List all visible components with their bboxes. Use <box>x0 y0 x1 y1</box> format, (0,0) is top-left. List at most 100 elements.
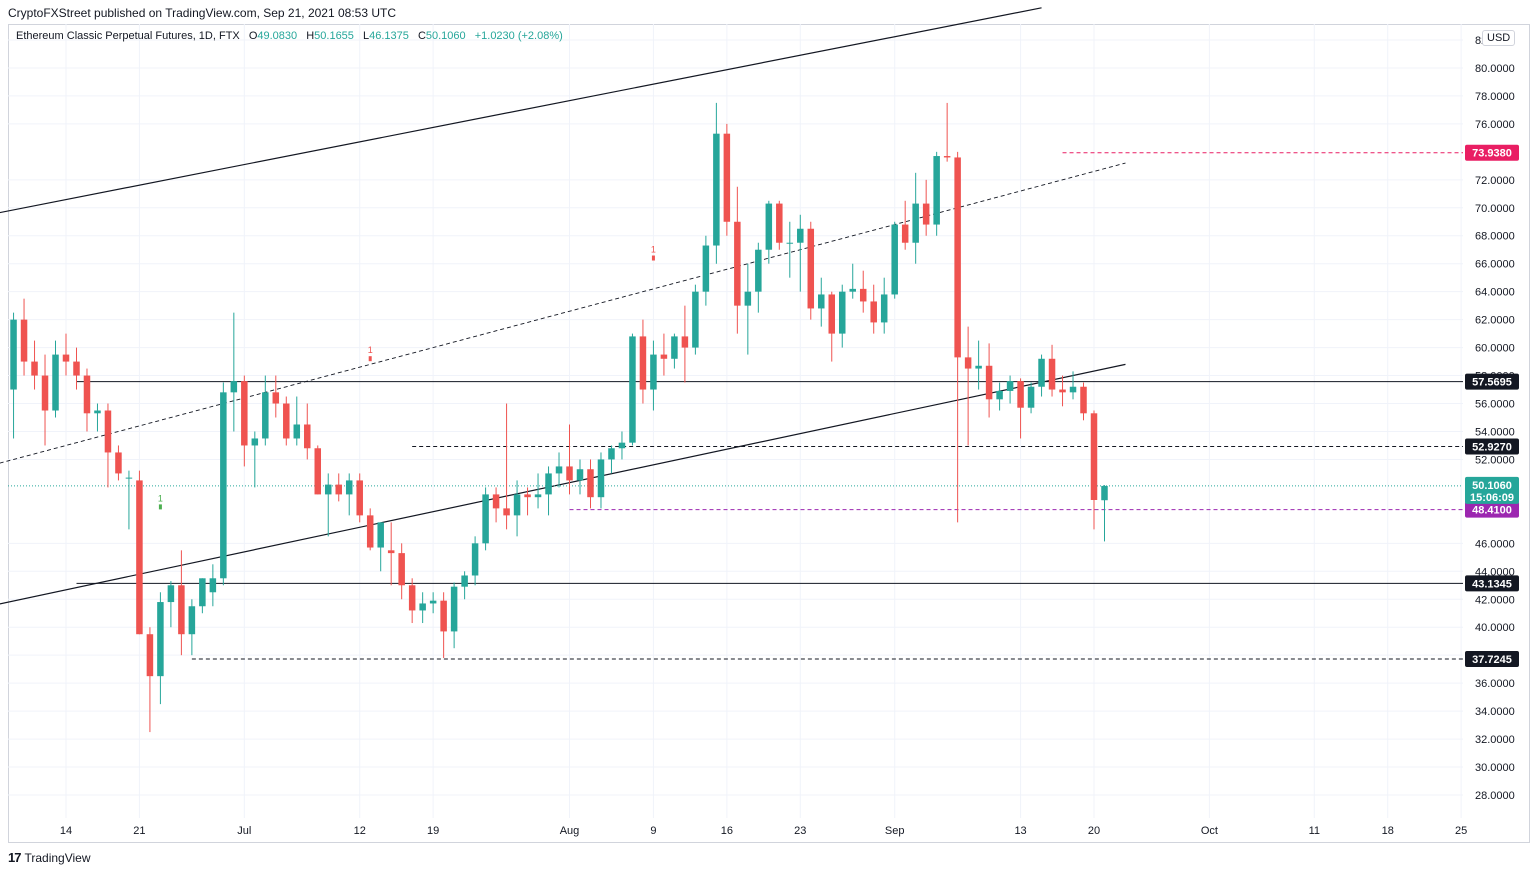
candle-body <box>492 494 500 509</box>
price-tick-label: 40.0000 <box>1475 622 1515 634</box>
signal-marker-bar <box>158 504 162 510</box>
candlesticks <box>10 102 1108 733</box>
candle-body <box>702 245 710 292</box>
candle-body <box>555 466 563 474</box>
candle-body <box>450 586 458 632</box>
price-tag-43.1345-text: 43.1345 <box>1472 578 1512 590</box>
candle-body <box>650 354 657 390</box>
candle-body <box>776 203 783 243</box>
candle-body <box>1017 381 1024 408</box>
candle-body <box>912 203 919 243</box>
candle-body <box>618 442 626 449</box>
candle-body <box>985 365 993 400</box>
candle-body <box>1080 386 1087 414</box>
candle-body <box>975 365 982 369</box>
candle-body <box>1006 381 1014 391</box>
candle-body <box>283 403 290 439</box>
brand-name: TradingView <box>24 850 91 865</box>
candle-body <box>136 480 143 635</box>
candle-body <box>146 634 154 677</box>
candle-body <box>954 157 961 358</box>
time-tick-label: 14 <box>60 825 72 837</box>
low-value: 46.1375 <box>369 30 409 42</box>
candle-body <box>1038 358 1045 387</box>
candle-body <box>849 288 856 292</box>
candle-body <box>639 336 647 390</box>
price-tag-73.9380: 73.9380 <box>1465 144 1519 161</box>
candle-body <box>576 469 584 481</box>
close-label: C <box>417 30 426 42</box>
candle-body <box>765 203 773 250</box>
currency-selector[interactable]: USD <box>1482 30 1516 46</box>
candle-body <box>786 242 794 244</box>
price-tag-48.4100-bg <box>1465 501 1519 518</box>
signal-marker-bar <box>368 356 372 362</box>
candle-body <box>209 578 217 593</box>
candle-body <box>220 392 227 579</box>
symbol-label: Ethereum Classic Perpetual Futures, 1D, … <box>16 30 240 42</box>
candle-body <box>52 354 59 411</box>
horizontal-levels <box>8 152 1463 660</box>
candle-body <box>597 459 605 498</box>
time-tick-label: 21 <box>133 825 145 837</box>
candle-body <box>901 224 909 243</box>
candle-body <box>681 336 689 348</box>
time-tick-label: 18 <box>1382 825 1394 837</box>
price-tag-52.9270-bg <box>1465 438 1519 455</box>
candle-body <box>251 438 259 446</box>
low-label: L <box>362 30 370 42</box>
price-tag-73.9380-bg <box>1465 144 1519 161</box>
time-axis: 14 21 Jul 12 19 Aug 9 16 23 Sep 13 20 Oct 11 18 25 <box>60 825 1467 837</box>
candle-body <box>398 553 405 586</box>
candle-body <box>293 424 301 439</box>
last-price-value: 50.1060 <box>1472 480 1512 492</box>
candle-body <box>880 294 888 323</box>
candle-body <box>587 469 594 498</box>
candle-body <box>692 291 699 348</box>
candle-body <box>41 375 49 411</box>
candle-body <box>1059 389 1066 393</box>
time-tick-label: Oct <box>1201 825 1218 837</box>
signal-marker-label: 1 <box>651 245 656 255</box>
candle-body <box>629 336 636 443</box>
price-tag-37.7245: 37.7245 <box>1465 651 1519 668</box>
time-tick-label: 13 <box>1014 825 1026 837</box>
candle-body <box>943 156 951 158</box>
candle-body <box>566 466 573 481</box>
candle-body <box>1069 386 1077 393</box>
price-tag-48.4100-text: 48.4100 <box>1472 505 1512 517</box>
candle-body <box>870 301 877 323</box>
candle-body <box>671 336 678 359</box>
candle-body <box>891 224 898 295</box>
price-tick-label: 46.0000 <box>1475 538 1515 550</box>
time-tick-label: 19 <box>427 825 439 837</box>
candle-body <box>366 515 374 548</box>
price-tick-label: 62.0000 <box>1475 315 1515 327</box>
time-tick-label: Jul <box>237 825 251 837</box>
candle-body <box>335 484 342 495</box>
price-tick-label: 32.0000 <box>1475 734 1515 746</box>
price-tag-37.7245-bg <box>1465 651 1519 668</box>
price-tag-57.5695-text: 57.5695 <box>1472 377 1512 389</box>
candle-body <box>94 410 101 414</box>
candle-body <box>660 354 668 359</box>
candle-body <box>178 585 185 635</box>
last-price-countdown: 15:06:09 <box>1470 492 1514 504</box>
candle-body <box>608 448 615 460</box>
price-tag-43.1345: 43.1345 <box>1465 575 1519 592</box>
price-tick-label: 66.0000 <box>1475 259 1515 271</box>
tradingview-footer[interactable]: 17 TradingView <box>8 850 91 865</box>
candle-body <box>356 480 363 516</box>
candle-body <box>304 424 311 449</box>
candle-body <box>513 494 521 516</box>
candle-body <box>73 361 80 376</box>
candle-body <box>503 508 510 516</box>
candle-body <box>797 228 804 243</box>
candle-body <box>524 494 531 498</box>
candle-body <box>125 477 133 479</box>
time-tick-label: 25 <box>1455 825 1467 837</box>
candle-body <box>440 600 447 632</box>
high-label: H <box>306 30 315 42</box>
